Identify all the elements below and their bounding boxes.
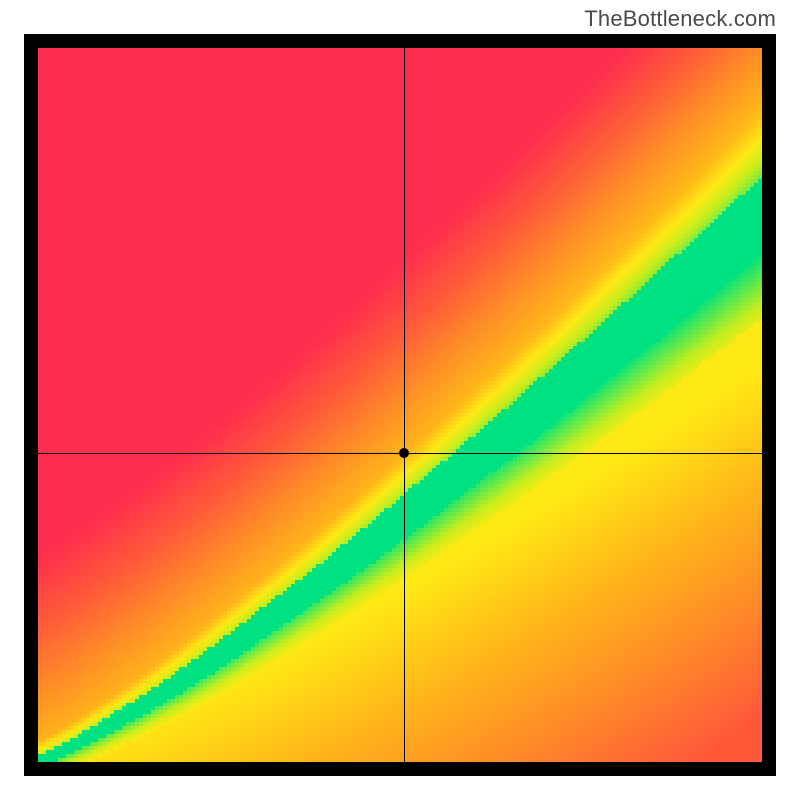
plot-frame <box>24 34 776 776</box>
crosshair-vertical <box>404 48 405 762</box>
chart-container: TheBottleneck.com <box>0 0 800 800</box>
bottleneck-heatmap <box>24 34 776 776</box>
watermark-text: TheBottleneck.com <box>584 6 776 32</box>
crosshair-point <box>399 448 409 458</box>
